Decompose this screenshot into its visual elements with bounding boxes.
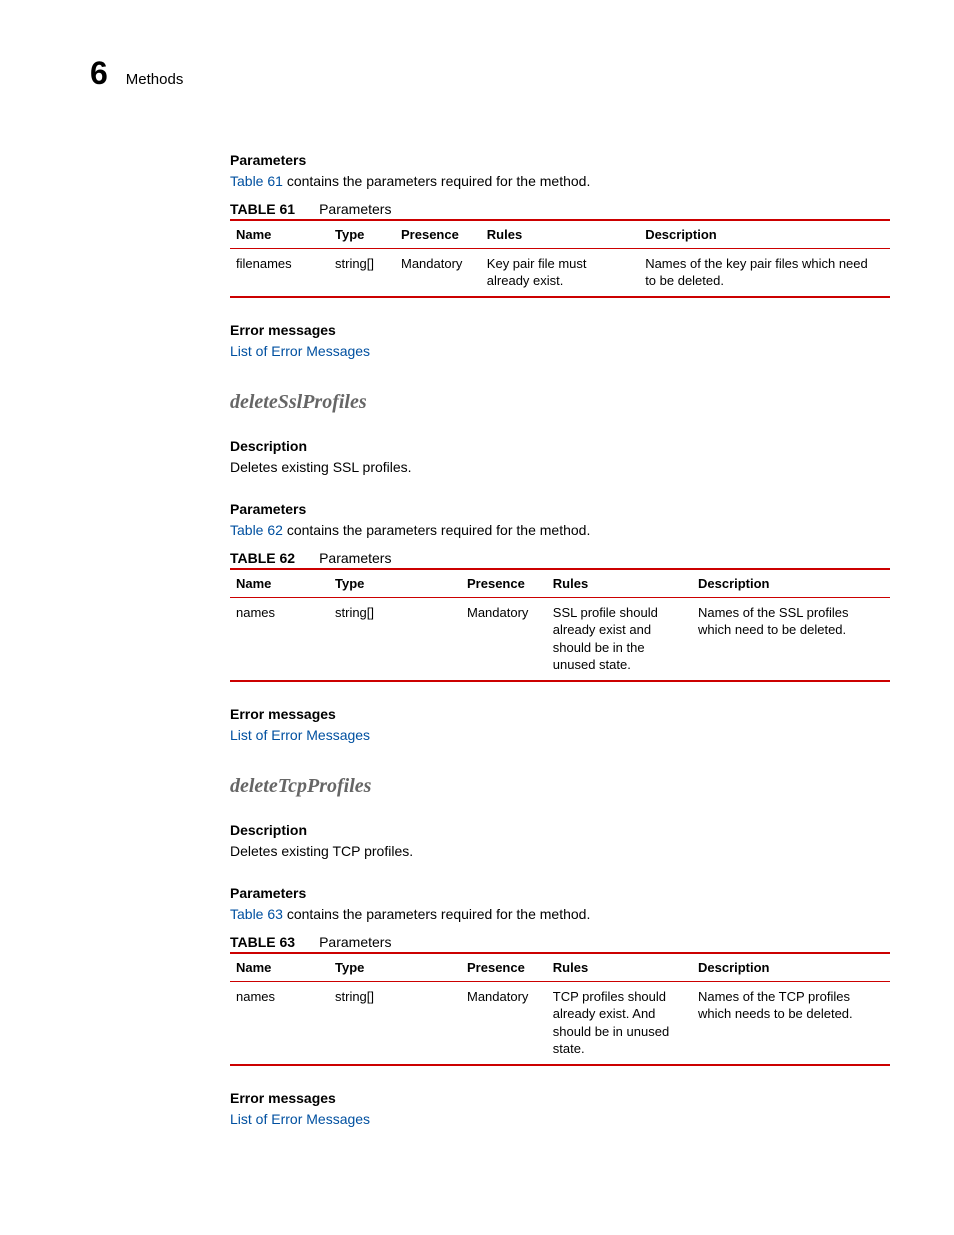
column-header: Type [329,953,461,982]
parameters-table: NameTypePresenceRulesDescriptionnamesstr… [230,568,890,682]
error-messages-link[interactable]: List of Error Messages [230,727,370,743]
parameters-heading: Parameters [230,885,890,901]
table-row: namesstring[]MandatoryTCP profiles shoul… [230,981,890,1065]
error-heading: Error messages [230,1090,890,1106]
parameters-table: NameTypePresenceRulesDescriptionfilename… [230,219,890,298]
intro-tail: contains the parameters required for the… [283,522,590,538]
column-header: Name [230,220,329,249]
error-messages-link[interactable]: List of Error Messages [230,1111,370,1127]
column-header: Rules [481,220,639,249]
error-heading: Error messages [230,706,890,722]
parameters-table: NameTypePresenceRulesDescriptionnamesstr… [230,952,890,1066]
column-header: Description [692,953,890,982]
table-cell: Mandatory [461,981,547,1065]
table-cell: SSL profile should already exist and sho… [547,597,692,681]
description-heading: Description [230,438,890,454]
table-cell: string[] [329,597,461,681]
table-cell: Key pair file must already exist. [481,248,639,297]
table-cell: Names of the key pair files which need t… [639,248,890,297]
error-link-line: List of Error Messages [230,1110,890,1129]
page-header: 6 Methods [90,55,894,92]
intro-tail: contains the parameters required for the… [283,173,590,189]
table-cell: string[] [329,981,461,1065]
table-cell: Names of the SSL profiles which need to … [692,597,890,681]
table-caption: TABLE 63 Parameters [230,934,890,950]
parameters-intro: Table 61 contains the parameters require… [230,172,890,191]
table-cell: Names of the TCP profiles which needs to… [692,981,890,1065]
table-ref-link[interactable]: Table 62 [230,522,283,538]
table-ref-link[interactable]: Table 63 [230,906,283,922]
error-link-line: List of Error Messages [230,342,890,361]
intro-tail: contains the parameters required for the… [283,906,590,922]
description-body: Deletes existing SSL profiles. [230,458,890,477]
table-cell: TCP profiles should already exist. And s… [547,981,692,1065]
table-label: TABLE 61 [230,201,295,217]
content-body: Parameters Table 61 contains the paramet… [230,152,890,1129]
table-row: namesstring[]MandatorySSL profile should… [230,597,890,681]
table-caption-text: Parameters [319,550,391,566]
column-header: Presence [461,953,547,982]
table-caption-text: Parameters [319,201,391,217]
column-header: Type [329,569,461,598]
column-header: Type [329,220,395,249]
column-header: Name [230,953,329,982]
parameters-heading: Parameters [230,152,890,168]
chapter-number: 6 [90,55,108,92]
error-messages-link[interactable]: List of Error Messages [230,343,370,359]
table-caption: TABLE 62 Parameters [230,550,890,566]
description-body: Deletes existing TCP profiles. [230,842,890,861]
parameters-heading: Parameters [230,501,890,517]
column-header: Description [692,569,890,598]
table-cell: Mandatory [461,597,547,681]
table-ref-link[interactable]: Table 61 [230,173,283,189]
column-header: Rules [547,569,692,598]
column-header: Rules [547,953,692,982]
parameters-intro: Table 63 contains the parameters require… [230,905,890,924]
header-title: Methods [126,71,184,88]
table-cell: names [230,597,329,681]
column-header: Presence [461,569,547,598]
table-caption: TABLE 61 Parameters [230,201,890,217]
table-cell: filenames [230,248,329,297]
table-cell: names [230,981,329,1065]
parameters-intro: Table 62 contains the parameters require… [230,521,890,540]
table-row: filenamesstring[]MandatoryKey pair file … [230,248,890,297]
table-cell: string[] [329,248,395,297]
error-link-line: List of Error Messages [230,726,890,745]
description-heading: Description [230,822,890,838]
column-header: Name [230,569,329,598]
method-heading: deleteTcpProfiles [230,775,890,798]
method-heading: deleteSslProfiles [230,391,890,414]
table-caption-text: Parameters [319,934,391,950]
table-label: TABLE 62 [230,550,295,566]
column-header: Description [639,220,890,249]
table-label: TABLE 63 [230,934,295,950]
table-cell: Mandatory [395,248,481,297]
column-header: Presence [395,220,481,249]
error-heading: Error messages [230,322,890,338]
